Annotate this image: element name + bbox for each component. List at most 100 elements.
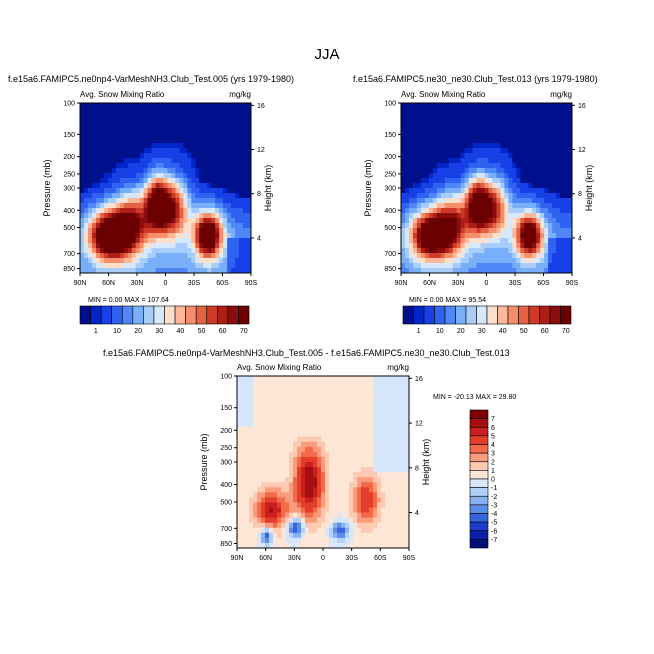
field-cell xyxy=(309,542,314,549)
field-cell xyxy=(285,482,290,488)
field-cell xyxy=(444,188,450,194)
field-cell xyxy=(420,133,426,139)
field-cell xyxy=(305,401,310,407)
field-cell xyxy=(285,542,290,549)
field-cell xyxy=(155,243,160,249)
field-cell xyxy=(357,462,362,468)
field-cell xyxy=(516,243,521,249)
field-cell xyxy=(412,168,418,174)
field-cell xyxy=(297,502,302,508)
field-cell xyxy=(420,148,426,154)
field-cell xyxy=(143,228,149,234)
field-cell xyxy=(215,173,220,179)
panel-1: 90N 60N 30N 0 30S 60S 90S100150200250300400500… xyxy=(8,74,294,335)
field-cell xyxy=(520,153,525,159)
field-cell xyxy=(480,173,485,179)
field-cell xyxy=(95,198,101,204)
field-cell xyxy=(245,497,250,503)
field-cell xyxy=(277,386,282,392)
field-cell xyxy=(552,248,557,254)
field-cell xyxy=(349,386,354,392)
field-cell xyxy=(341,477,346,483)
field-cell xyxy=(265,446,270,453)
field-cell xyxy=(143,158,149,164)
field-cell xyxy=(179,118,184,124)
field-cell xyxy=(524,168,529,174)
field-cell xyxy=(83,158,89,164)
field-cell xyxy=(484,148,489,154)
field-cell xyxy=(309,517,314,524)
field-cell xyxy=(341,462,346,468)
field-cell xyxy=(175,103,180,109)
field-cell xyxy=(476,108,481,114)
field-cell xyxy=(508,188,513,194)
field-cell xyxy=(325,406,330,412)
field-cell xyxy=(227,193,232,199)
panel-title: f.e15a6.FAMIPC5.ne0np4-VarMeshNH3.Club_T… xyxy=(103,348,510,358)
field-cell xyxy=(285,462,290,468)
field-cell xyxy=(397,512,402,519)
y-tick-label: 400 xyxy=(384,208,396,215)
field-cell xyxy=(107,268,113,274)
field-cell xyxy=(289,456,294,463)
field-cell xyxy=(265,421,270,427)
field-cell xyxy=(257,532,262,539)
field-cell xyxy=(556,253,561,259)
field-cell xyxy=(167,233,172,239)
field-cell xyxy=(532,108,537,114)
field-cell xyxy=(281,487,286,493)
field-cell xyxy=(241,512,246,519)
field-cell xyxy=(195,178,200,184)
field-cell xyxy=(385,497,390,503)
field-cell xyxy=(528,208,533,214)
field-cell xyxy=(420,223,426,229)
field-cell xyxy=(385,477,390,483)
field-cell xyxy=(261,487,266,493)
field-cell xyxy=(195,158,200,164)
field-cell xyxy=(99,108,105,114)
field-cell xyxy=(131,118,137,124)
field-cell xyxy=(444,103,450,109)
field-cell xyxy=(179,238,184,244)
field-cell xyxy=(155,153,160,159)
field-cell xyxy=(436,163,442,169)
field-cell xyxy=(265,456,270,463)
field-cell xyxy=(155,213,160,219)
field-cell xyxy=(305,467,310,473)
field-cell xyxy=(91,148,97,154)
field-cell xyxy=(369,376,374,382)
field-cell xyxy=(560,113,565,119)
field-cell xyxy=(179,168,184,174)
field-cell xyxy=(257,537,262,544)
field-cell xyxy=(349,527,354,534)
field-cell xyxy=(321,376,326,382)
field-cell xyxy=(115,203,121,209)
field-cell xyxy=(123,223,129,229)
field-cell xyxy=(285,381,290,387)
field-cell xyxy=(361,406,366,412)
field-cell xyxy=(440,133,446,139)
field-cell xyxy=(353,527,358,534)
field-cell xyxy=(528,128,533,134)
field-cell xyxy=(404,193,410,199)
field-cell xyxy=(373,456,378,463)
field-cell xyxy=(147,123,152,129)
field-cell xyxy=(127,243,133,249)
field-cell xyxy=(528,173,533,179)
colorbar: 1 10 20 30 40 50 60 70 xyxy=(402,305,572,335)
field-cell xyxy=(448,138,454,144)
field-cell xyxy=(500,163,505,169)
field-cell xyxy=(269,456,274,463)
field-cell xyxy=(460,148,466,154)
field-cell xyxy=(179,263,184,269)
field-cell xyxy=(345,512,350,519)
field-cell xyxy=(207,133,212,139)
field-cell xyxy=(456,143,462,149)
field-cell xyxy=(305,376,310,382)
field-cell xyxy=(115,198,121,204)
field-cell xyxy=(349,537,354,544)
field-cell xyxy=(249,446,254,453)
field-cell xyxy=(211,123,216,129)
field-cell xyxy=(540,113,545,119)
field-cell xyxy=(207,248,212,254)
